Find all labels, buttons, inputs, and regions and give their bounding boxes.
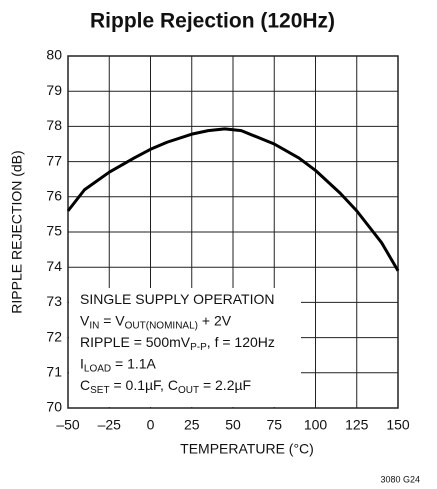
x-tick-label: 0: [147, 417, 155, 433]
annotation-line: ILOAD = 1.1A: [80, 355, 157, 374]
y-axis-label: RIPPLE REJECTION (dB): [9, 150, 25, 313]
x-tick-label: 75: [266, 417, 282, 433]
x-tick-label: 25: [184, 417, 200, 433]
x-tick-label: 125: [345, 417, 369, 433]
annotation-segment: V: [80, 312, 90, 328]
annotation-segment: P-P: [190, 342, 207, 353]
y-tick-label: 76: [46, 188, 62, 204]
y-tick-label: 78: [46, 117, 62, 133]
annotation-segment: SET: [90, 385, 109, 396]
y-tick-label: 71: [46, 364, 62, 380]
annotation-segment: LOAD: [84, 363, 111, 374]
annotation-segment: C: [80, 377, 90, 393]
y-tick-label: 74: [46, 258, 62, 274]
y-tick-label: 77: [46, 152, 62, 168]
annotation-segment: , f = 120Hz: [207, 334, 275, 350]
plot-frame: [67, 55, 399, 409]
x-tick-label: 100: [304, 417, 328, 433]
annotation-segment: = 0.1µF, C: [110, 377, 178, 393]
y-tick-label: 73: [46, 293, 62, 309]
x-tick-label: 150: [386, 417, 410, 433]
x-axis-label: TEMPERATURE (°C): [180, 441, 314, 457]
annotation-segment: IN: [89, 320, 99, 331]
data-line: [66, 127, 400, 272]
x-tick-label: –50: [56, 417, 80, 433]
annotation-segment: OUT: [178, 385, 199, 396]
y-tick-label: 79: [46, 82, 62, 98]
footnote: 3080 G24: [380, 474, 420, 484]
annotation-line: SINGLE SUPPLY OPERATION: [80, 291, 275, 307]
chart-title: Ripple Rejection (120Hz): [90, 10, 335, 33]
x-tick-label: –25: [98, 417, 122, 433]
annotation-line: RIPPLE = 500mVP-P, f = 120Hz: [80, 334, 275, 353]
annotation-segment: RIPPLE = 500mV: [80, 334, 191, 350]
annotation-segment: + 2V: [198, 312, 232, 328]
annotation-background: [69, 288, 301, 407]
annotation-line: CSET = 0.1µF, COUT = 2.2µF: [80, 377, 251, 396]
annotation-segment: = 1.1A: [111, 355, 156, 371]
annotation-segment: = V: [99, 312, 125, 328]
annotation-line: VIN = VOUT(NOMINAL) + 2V: [80, 312, 232, 331]
annotation-segment: I: [80, 355, 84, 371]
x-tick-label: 50: [225, 417, 241, 433]
annotation-segment: OUT(NOMINAL): [125, 320, 198, 331]
y-tick-label: 80: [46, 47, 62, 63]
y-tick-label: 72: [46, 328, 62, 344]
y-tick-label: 75: [46, 223, 62, 239]
annotation-segment: SINGLE SUPPLY OPERATION: [80, 291, 275, 307]
y-tick-label: 70: [46, 399, 62, 415]
annotation-segment: = 2.2µF: [199, 377, 251, 393]
